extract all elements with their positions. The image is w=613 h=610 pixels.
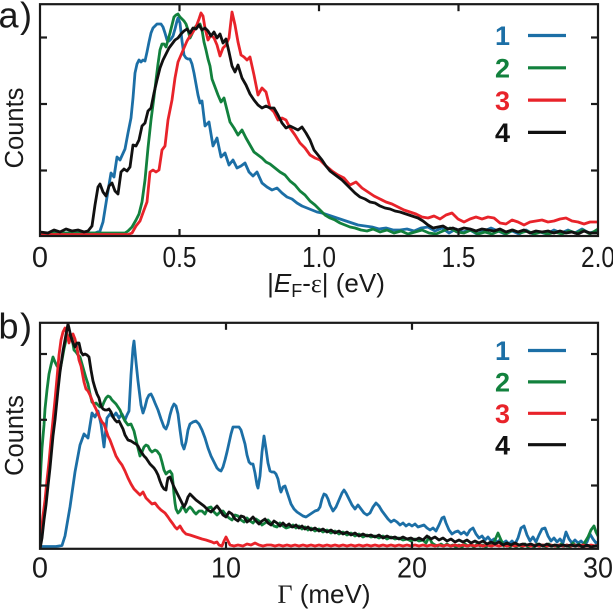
svg-text:3: 3 [495, 86, 510, 116]
svg-text:20: 20 [397, 553, 427, 585]
svg-text:1.0: 1.0 [302, 242, 336, 274]
svg-text:Γ (meV): Γ (meV) [277, 579, 370, 609]
svg-text:10: 10 [211, 553, 241, 585]
svg-text:Counts: Counts [1, 395, 29, 476]
svg-text:b): b) [0, 306, 34, 347]
svg-text:1: 1 [495, 21, 510, 51]
svg-text:4: 4 [495, 430, 510, 460]
svg-text:2: 2 [495, 54, 510, 84]
svg-text:0: 0 [32, 553, 48, 585]
svg-text:a): a) [0, 0, 34, 36]
svg-text:0: 0 [32, 242, 48, 274]
svg-text:|EF-ε| (eV): |EF-ε| (eV) [267, 268, 385, 301]
svg-text:30: 30 [583, 553, 613, 585]
svg-text:3: 3 [495, 399, 510, 429]
svg-text:0.5: 0.5 [163, 242, 197, 274]
svg-text:2.0: 2.0 [581, 242, 613, 274]
svg-text:1: 1 [495, 336, 510, 366]
svg-text:Counts: Counts [1, 88, 29, 169]
svg-text:1.5: 1.5 [442, 242, 476, 274]
svg-text:2: 2 [495, 368, 510, 398]
svg-text:4: 4 [495, 118, 510, 148]
